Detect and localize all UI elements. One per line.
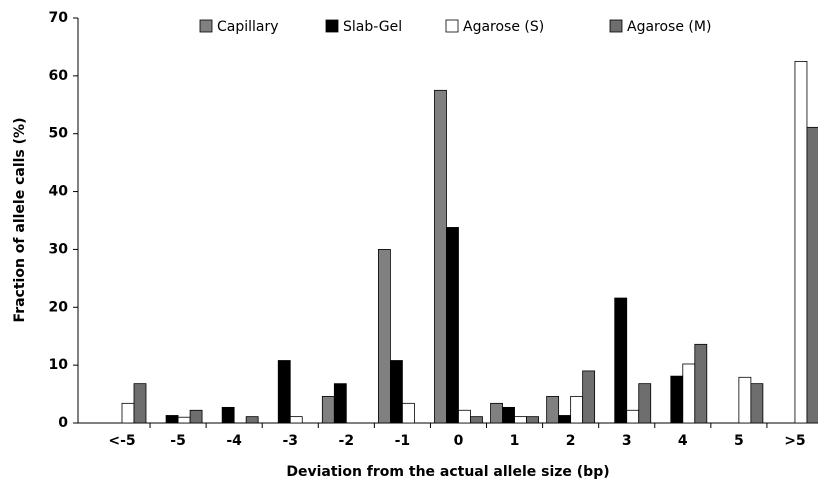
bar [738, 376, 752, 424]
bar [682, 363, 696, 424]
x-tick-label: 5 [734, 433, 744, 449]
bar [626, 409, 640, 424]
bar [189, 409, 203, 424]
y-tick-label: 30 [49, 241, 69, 257]
y-tick-label: 40 [49, 184, 69, 200]
legend-label: Agarose (S) [463, 19, 544, 35]
x-axis-title: Deviation from the actual allele size (b… [286, 464, 609, 480]
legend-label: Slab-Gel [343, 19, 402, 35]
bar [638, 383, 652, 424]
bar [614, 297, 628, 424]
legend-label: Capillary [217, 19, 279, 35]
bar [750, 383, 764, 424]
x-tick-label: -5 [170, 433, 186, 449]
bar [333, 383, 347, 424]
bar [289, 416, 303, 424]
bar [806, 126, 818, 424]
legend-swatch [199, 19, 213, 33]
y-tick-label: 10 [49, 357, 69, 373]
x-tick-label: 2 [566, 433, 576, 449]
bar [165, 415, 179, 424]
y-tick-label: 60 [49, 68, 69, 84]
bar [694, 343, 708, 424]
x-tick-label: 4 [678, 433, 688, 449]
y-tick-label: 20 [49, 299, 69, 315]
bar [458, 409, 471, 424]
bar [401, 402, 415, 424]
bar [570, 395, 584, 424]
bar [558, 415, 572, 424]
y-tick-label: 70 [49, 10, 69, 26]
bar [470, 416, 483, 424]
legend-swatch [325, 19, 339, 33]
bar [582, 370, 596, 424]
x-tick-label: 3 [622, 433, 632, 449]
bar [526, 416, 539, 424]
bar [434, 89, 447, 424]
legend-swatch [609, 19, 623, 33]
bar [133, 383, 147, 424]
x-tick-label: <-5 [108, 433, 135, 449]
x-tick-label: -1 [395, 433, 411, 449]
x-tick-label: -2 [339, 433, 355, 449]
x-tick-label: -3 [282, 433, 298, 449]
y-tick-label: 0 [58, 415, 68, 431]
x-tick-label: -4 [226, 433, 242, 449]
bar [177, 416, 191, 424]
y-tick-label: 50 [49, 126, 69, 142]
bar [794, 60, 808, 424]
x-tick-label: >5 [784, 433, 805, 449]
x-tick-label: 0 [454, 433, 464, 449]
legend-label: Agarose (M) [627, 19, 711, 35]
bar [546, 395, 560, 424]
bar [490, 402, 503, 424]
bar [245, 416, 259, 424]
bar [121, 402, 135, 424]
y-axis-title: Fraction of allele calls (%) [12, 118, 28, 323]
legend-swatch [445, 19, 459, 33]
bar [446, 227, 459, 424]
bar [221, 406, 235, 424]
bar [277, 360, 291, 424]
bar [321, 395, 335, 424]
bar [502, 406, 515, 424]
bar [389, 360, 403, 424]
bar [377, 249, 391, 424]
bar [514, 416, 527, 424]
x-tick-label: 1 [510, 433, 520, 449]
bar [670, 375, 684, 424]
